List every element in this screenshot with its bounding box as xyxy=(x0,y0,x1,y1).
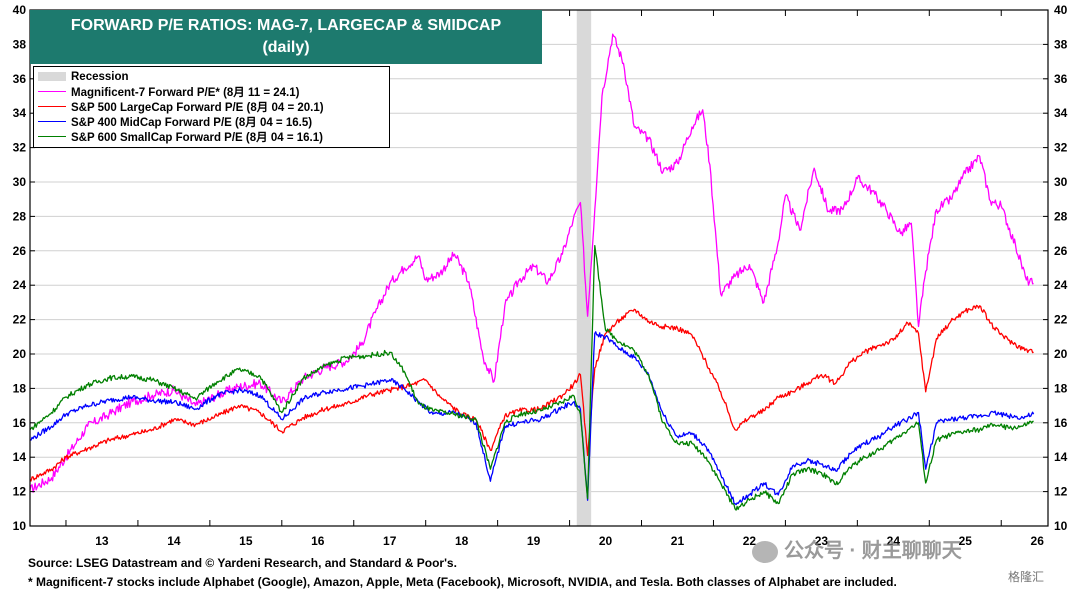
x-tick-label: 16 xyxy=(311,534,325,548)
x-tick-label: 15 xyxy=(239,534,253,548)
axis-layer: 10 10 12 12 14 14 16 16 18 18 20 20 22 22 24 24 26 26 28 28… xyxy=(13,3,1068,548)
legend-label-sp600: S&P 600 SmallCap Forward P/E (8月 04 = 16… xyxy=(71,131,323,144)
y-tick-label-right: 14 xyxy=(1054,450,1068,464)
legend-swatch-sp500 xyxy=(38,106,66,107)
y-tick-label-right: 34 xyxy=(1054,106,1068,120)
x-tick-label: 17 xyxy=(383,534,397,548)
legend-swatch-sp600 xyxy=(38,136,66,137)
x-tick-label: 26 xyxy=(1031,534,1045,548)
legend-swatch-sp400 xyxy=(38,121,66,122)
series-line-2 xyxy=(29,331,1035,506)
y-tick-label-left: 38 xyxy=(13,37,27,51)
y-tick-label-left: 22 xyxy=(13,313,27,327)
legend-label-mag7: Magnificent-7 Forward P/E* (8月 11 = 24.1… xyxy=(71,86,300,99)
legend-item-sp600: S&P 600 SmallCap Forward P/E (8月 04 = 16… xyxy=(38,129,385,144)
brand-tag: 格隆汇 xyxy=(1008,570,1045,584)
y-tick-label-left: 14 xyxy=(13,450,27,464)
y-tick-label-left: 36 xyxy=(13,72,27,86)
legend-item-sp500: S&P 500 LargeCap Forward P/E (8月 04 = 20… xyxy=(38,99,385,114)
x-tick-label: 24 xyxy=(887,534,901,548)
y-tick-label-left: 34 xyxy=(13,106,27,120)
y-tick-label-right: 16 xyxy=(1054,416,1068,430)
legend-label-sp400: S&P 400 MidCap Forward P/E (8月 04 = 16.5… xyxy=(71,116,313,129)
y-tick-label-right: 12 xyxy=(1054,485,1068,499)
series-line-1 xyxy=(29,304,1034,482)
footer-source: Source: LSEG Datastream and © Yardeni Re… xyxy=(28,556,457,570)
chart-subtitle: (daily) xyxy=(262,39,310,56)
y-tick-label-right: 10 xyxy=(1054,519,1068,533)
y-tick-label-left: 40 xyxy=(13,3,27,17)
y-tick-label-right: 40 xyxy=(1054,3,1068,17)
legend-label-recession: Recession xyxy=(71,70,129,83)
x-tick-label: 20 xyxy=(599,534,613,548)
legend-item-recession: Recession xyxy=(38,69,385,84)
x-tick-label: 22 xyxy=(743,534,757,548)
legend-item-sp400: S&P 400 MidCap Forward P/E (8月 04 = 16.5… xyxy=(38,114,385,129)
footer-note: * Magnificent-7 stocks include Alphabet … xyxy=(28,575,897,589)
legend-swatch-recession xyxy=(38,72,66,81)
y-tick-label-right: 32 xyxy=(1054,141,1068,155)
series-layer xyxy=(29,33,1035,511)
watermark: 公众号 · 财主聊聊天 xyxy=(752,534,962,563)
legend-item-mag7: Magnificent-7 Forward P/E* (8月 11 = 24.1… xyxy=(38,84,385,99)
x-tick-label: 21 xyxy=(671,534,685,548)
y-tick-label-right: 24 xyxy=(1054,278,1068,292)
y-tick-label-left: 10 xyxy=(13,519,27,533)
y-tick-label-right: 18 xyxy=(1054,381,1068,395)
y-tick-label-right: 22 xyxy=(1054,313,1068,327)
legend-label-sp500: S&P 500 LargeCap Forward P/E (8月 04 = 20… xyxy=(71,101,324,114)
x-tick-label: 23 xyxy=(815,534,829,548)
series-line-3 xyxy=(29,244,1034,511)
legend-swatch-mag7 xyxy=(38,91,66,92)
x-tick-label: 25 xyxy=(959,534,973,548)
y-tick-label-left: 18 xyxy=(13,381,27,395)
y-tick-label-right: 26 xyxy=(1054,244,1068,258)
y-tick-label-right: 28 xyxy=(1054,209,1068,223)
y-tick-label-right: 38 xyxy=(1054,37,1068,51)
x-tick-label: 13 xyxy=(95,534,109,548)
y-tick-label-right: 30 xyxy=(1054,175,1068,189)
chart-title-box: FORWARD P/E RATIOS: MAG-7, LARGECAP & SM… xyxy=(30,10,542,64)
y-tick-label-left: 16 xyxy=(13,416,27,430)
x-tick-label: 19 xyxy=(527,534,541,548)
y-tick-label-right: 36 xyxy=(1054,72,1068,86)
x-tick-label: 14 xyxy=(167,534,181,548)
y-tick-label-left: 30 xyxy=(13,175,27,189)
y-tick-label-left: 20 xyxy=(13,347,27,361)
legend: Recession Magnificent-7 Forward P/E* (8月… xyxy=(33,66,390,148)
y-tick-label-left: 32 xyxy=(13,141,27,155)
y-tick-label-right: 20 xyxy=(1054,347,1068,361)
y-tick-label-left: 28 xyxy=(13,209,27,223)
y-tick-label-left: 12 xyxy=(13,485,27,499)
y-tick-label-left: 24 xyxy=(13,278,27,292)
y-tick-label-left: 26 xyxy=(13,244,27,258)
wechat-icon xyxy=(752,540,778,563)
chart-title: FORWARD P/E RATIOS: MAG-7, LARGECAP & SM… xyxy=(70,17,502,34)
series-line-0 xyxy=(29,33,1034,493)
x-tick-label: 18 xyxy=(455,534,469,548)
watermark-text: 公众号 · 财主聊聊天 xyxy=(784,540,962,562)
